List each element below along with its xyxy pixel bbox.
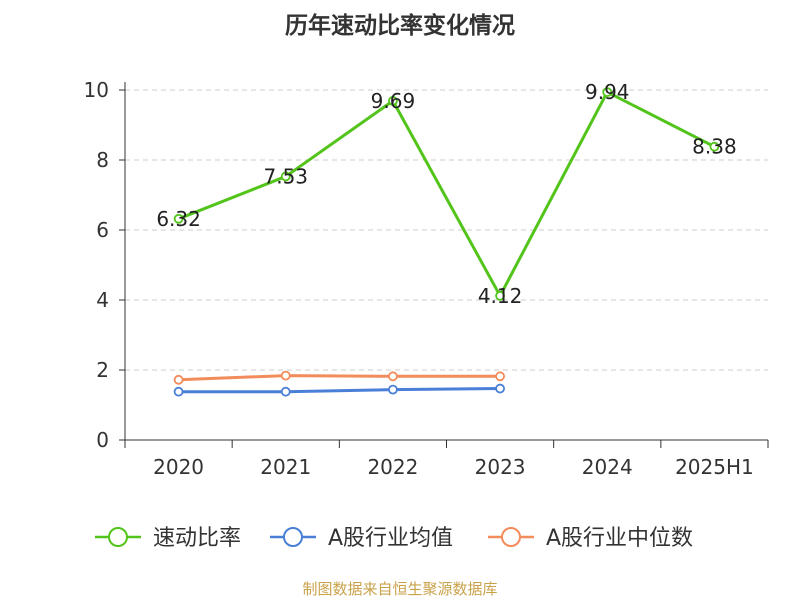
legend-marker [501,527,521,547]
legend-label: A股行业中位数 [546,526,693,551]
x-tick-label: 2025H1 [675,455,754,479]
series-line [178,374,501,382]
y-tick-label: 6 [96,218,109,242]
data-label: 9.69 [371,89,416,113]
axes: 0 2 4 6 8 10 2020 2021 2022 2023 2024 2025H1 [84,78,769,479]
data-point [495,371,505,382]
data-point [388,371,398,382]
data-point [495,383,505,394]
series-1 [173,383,505,397]
legend-item: A股行业均值 [270,526,453,551]
legend-label: 速动比率 [153,526,241,551]
data-point [173,386,184,397]
y-tick-label: 2 [96,358,109,382]
series-group: 6.32 7.53 9.69 4.12 9.94 8.38 [156,80,737,397]
legend-label: A股行业均值 [328,526,453,551]
y-tick-label: 0 [96,428,109,452]
data-label: 8.38 [692,135,737,159]
data-point [280,370,291,381]
data-point [495,290,505,301]
legend-marker [283,527,303,547]
series-0 [173,87,720,301]
data-point [280,171,291,182]
series-line [178,90,716,298]
data-point [602,87,613,97]
legend-item: 速动比率 [95,526,241,551]
legend-marker [108,527,128,547]
data-point [173,374,184,385]
legend-item: A股行业中位数 [488,526,693,551]
x-tick-label: 2021 [260,455,311,479]
legend: 速动比率 A股行业均值 A股行业中位数 [95,526,693,551]
x-tick-label: 2023 [475,455,526,479]
series-2 [173,370,505,385]
series-line [178,387,501,394]
grid-lines [125,89,768,371]
y-tick-label: 4 [96,288,109,312]
x-tick-label: 2020 [153,455,204,479]
source-note: 制图数据来自恒生聚源数据库 [302,580,497,598]
chart-title: 历年速动比率变化情况 [285,12,515,39]
x-tick-label: 2022 [367,455,418,479]
data-label: 7.53 [263,164,308,188]
data-labels: 6.32 7.53 9.69 4.12 9.94 8.38 [156,80,736,308]
data-point [388,95,398,106]
data-label: 6.32 [156,207,201,231]
data-label: 4.12 [478,284,523,308]
data-label: 9.94 [585,80,630,104]
data-point [388,384,398,395]
y-tick-label: 8 [96,148,109,172]
data-point [280,386,291,397]
y-tick-label: 10 [84,78,109,102]
data-point [709,141,720,152]
data-point [173,213,184,224]
x-tick-label: 2024 [582,455,633,479]
